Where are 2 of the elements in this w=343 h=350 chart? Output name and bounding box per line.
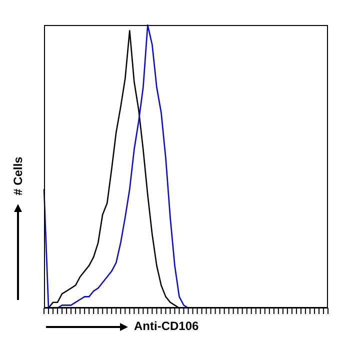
y-axis-title: # Cells: [11, 156, 25, 196]
x-axis-title: Anti-CD106: [134, 319, 199, 333]
